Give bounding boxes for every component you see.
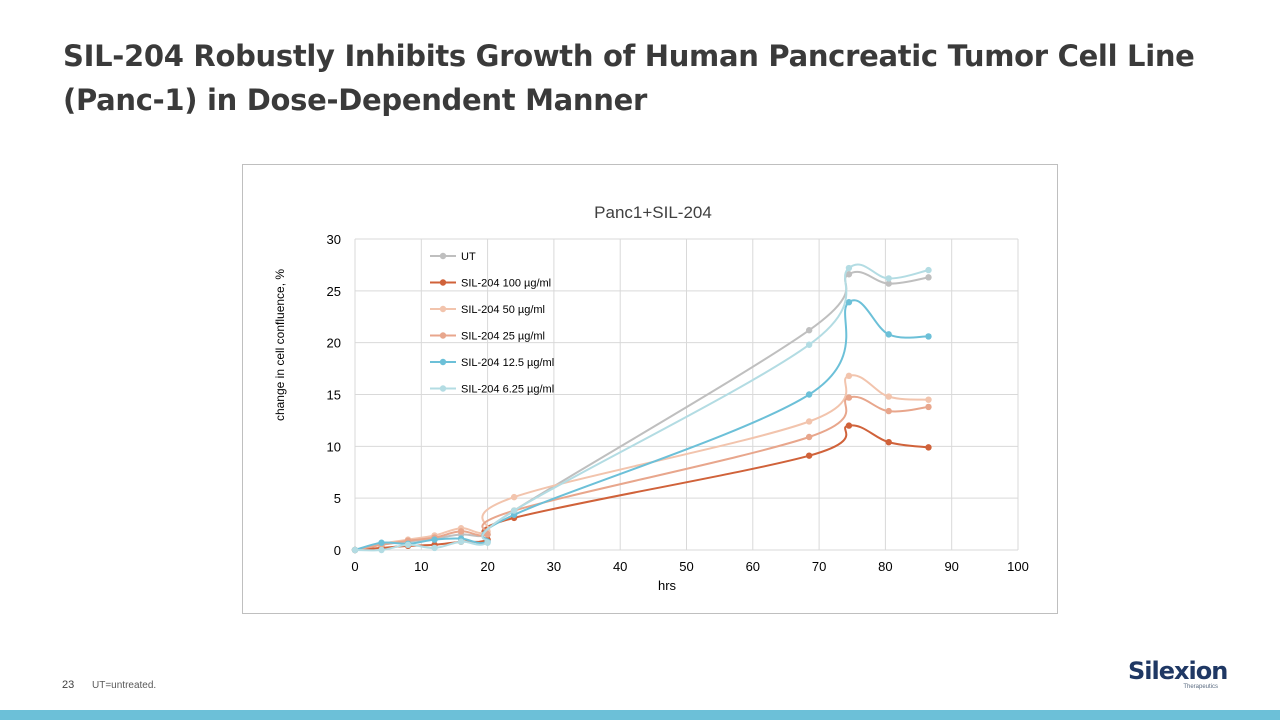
legend-label: SIL-204 6.25 µg/ml — [461, 384, 554, 396]
data-point — [805, 418, 813, 425]
y-axis-label: change in cell confluence, % — [273, 269, 287, 421]
data-point — [805, 391, 813, 398]
data-point — [805, 433, 813, 441]
legend-label: SIL-204 12.5 µg/ml — [461, 357, 554, 369]
slide-title-line-2: (Panc-1) in Dose-Dependent Manner — [63, 83, 647, 117]
data-point — [925, 396, 932, 403]
chart-legend: UT SIL-204 100 µg/ml SIL-204 50 µg/ml SIL-2… — [430, 251, 554, 396]
data-point — [885, 275, 892, 282]
data-point — [885, 438, 892, 446]
y-tick-label: 0 — [334, 543, 341, 558]
footnote: UT=untreated. — [92, 680, 157, 691]
data-point — [510, 493, 518, 501]
company-logo: Silexion Therapeutics — [1128, 658, 1228, 694]
data-point — [925, 403, 932, 411]
chart-axes: 0 5 10 15 20 25 30 0 10 20 30 40 50 60 70 80 90 100 — [327, 232, 1029, 574]
data-point — [378, 539, 385, 546]
slide-title-line-1: SIL-204 Robustly Inhibits Growth of Huma… — [63, 39, 1195, 73]
y-tick-label: 20 — [327, 336, 341, 351]
data-point — [351, 546, 359, 554]
x-tick-label: 30 — [547, 559, 561, 574]
legend-label: UT — [461, 251, 476, 263]
line-chart: 0 5 10 15 20 25 30 0 10 20 30 40 50 60 70 80 90 100 UT SIL… — [273, 203, 1029, 593]
data-point — [378, 546, 385, 554]
data-point — [457, 528, 465, 535]
data-point — [484, 531, 491, 538]
x-tick-label: 90 — [944, 559, 958, 574]
data-point — [805, 341, 813, 348]
data-point — [885, 393, 892, 400]
data-point — [404, 541, 412, 549]
x-axis-label: hrs — [658, 578, 677, 593]
data-point — [885, 280, 892, 287]
chart-gridlines — [354, 238, 1019, 551]
data-point — [510, 507, 518, 514]
slide-title: SIL-204 Robustly Inhibits Growth of Huma… — [63, 34, 1213, 122]
data-point — [925, 444, 932, 451]
data-point — [845, 271, 853, 278]
series-line — [354, 271, 929, 551]
logo-tagline: Therapeutics — [1183, 684, 1218, 690]
data-point — [431, 536, 438, 543]
data-point — [805, 327, 813, 334]
series-line — [354, 395, 929, 551]
data-point — [845, 422, 853, 429]
legend-label: SIL-204 100 µg/ml — [461, 278, 551, 290]
x-tick-label: 50 — [679, 559, 693, 574]
data-point — [845, 264, 853, 272]
x-tick-label: 40 — [613, 559, 627, 574]
chart-series — [351, 263, 932, 554]
legend-swatch-marker — [439, 332, 447, 339]
series-line — [354, 424, 929, 551]
y-tick-label: 25 — [327, 284, 341, 299]
data-point — [845, 394, 853, 401]
x-tick-label: 100 — [1007, 559, 1029, 574]
x-tick-label: 20 — [480, 559, 494, 574]
data-point — [845, 299, 853, 306]
x-tick-label: 10 — [414, 559, 428, 574]
data-point — [925, 266, 932, 274]
legend-label: SIL-204 25 µg/ml — [461, 331, 545, 343]
data-point — [845, 372, 853, 380]
legend-swatch-marker — [439, 252, 447, 260]
x-tick-label: 60 — [746, 559, 760, 574]
data-point — [925, 333, 932, 340]
legend-swatch-marker — [439, 358, 447, 366]
legend-swatch-marker — [439, 385, 447, 392]
legend-swatch-marker — [439, 279, 447, 286]
series-line — [354, 374, 929, 551]
x-tick-label: 0 — [351, 559, 358, 574]
data-point — [885, 331, 892, 338]
x-tick-label: 70 — [812, 559, 826, 574]
y-tick-label: 10 — [327, 439, 341, 454]
logo-wordmark: Silexion — [1128, 657, 1228, 685]
x-tick-label: 80 — [878, 559, 892, 574]
y-tick-label: 15 — [327, 388, 341, 403]
y-tick-label: 5 — [334, 491, 341, 506]
page-number: 23 — [62, 679, 75, 691]
chart-title: Panc1+SIL-204 — [594, 203, 712, 222]
chart-frame: 0 5 10 15 20 25 30 0 10 20 30 40 50 60 70 80 90 100 UT SIL… — [242, 164, 1058, 614]
y-tick-label: 30 — [327, 232, 341, 247]
data-point — [457, 538, 465, 545]
data-point — [431, 544, 438, 552]
bottom-accent-bar — [0, 710, 1280, 720]
data-point — [925, 274, 932, 281]
data-point — [885, 407, 892, 415]
data-point — [805, 452, 813, 459]
data-point — [484, 539, 491, 546]
legend-label: SIL-204 50 µg/ml — [461, 304, 545, 316]
legend-swatch-marker — [439, 305, 447, 313]
